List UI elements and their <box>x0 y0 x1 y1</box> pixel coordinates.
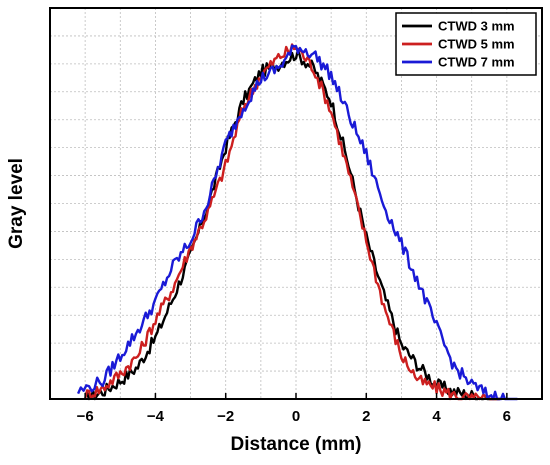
grid-layer <box>50 8 542 399</box>
legend: CTWD 3 mm CTWD 5 mm CTWD 7 mm <box>395 12 537 76</box>
x-tick-label: −4 <box>147 408 165 425</box>
ticks-layer: −6 −4 −2 0 2 4 6 <box>77 393 511 425</box>
y-axis-title: Gray level <box>6 158 27 249</box>
legend-box <box>395 12 537 76</box>
series-line-1 <box>84 48 500 401</box>
legend-label: CTWD 5 mm <box>438 37 515 52</box>
legend-label: CTWD 7 mm <box>438 55 515 70</box>
x-tick-label: −2 <box>217 408 234 425</box>
x-tick-label: −6 <box>77 408 94 425</box>
x-tick-label: 4 <box>432 408 441 425</box>
series-layer <box>77 43 518 401</box>
x-tick-label: 2 <box>362 408 370 425</box>
x-tick-label: 6 <box>503 408 511 425</box>
series-line-3 <box>77 44 518 401</box>
x-tick-label: 0 <box>292 408 300 425</box>
series-line-2 <box>83 43 500 401</box>
x-axis-title: Distance (mm) <box>231 434 362 455</box>
legend-label: CTWD 3 mm <box>438 19 515 34</box>
